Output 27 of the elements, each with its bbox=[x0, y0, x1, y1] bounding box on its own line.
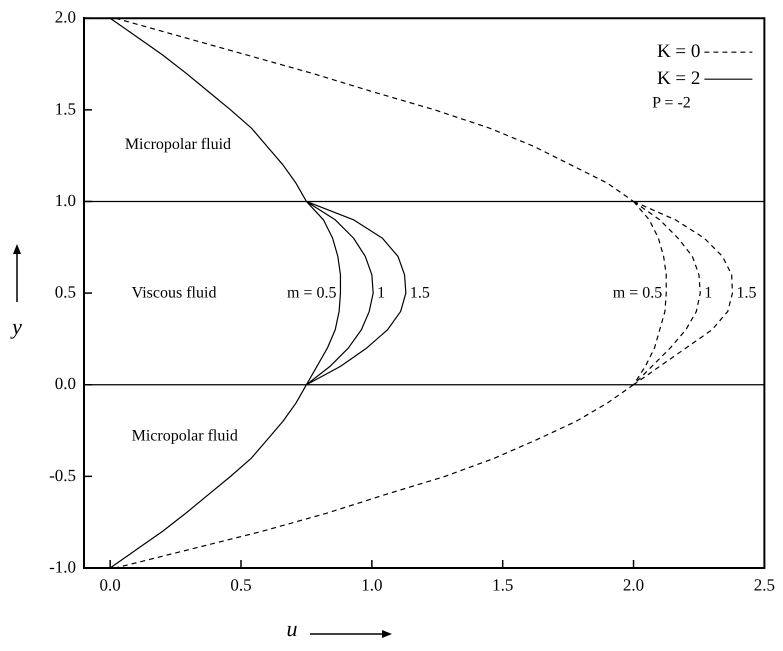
annotation: 1.5 bbox=[736, 284, 756, 302]
x-tick-label: 1.0 bbox=[361, 576, 382, 595]
x-tick-label: 1.5 bbox=[492, 576, 514, 595]
legend-label: K = 0 bbox=[656, 41, 700, 62]
annotation: Micropolar fluid bbox=[132, 427, 238, 444]
x-tick-label: 0.5 bbox=[230, 576, 252, 595]
y-tick-label: 0.0 bbox=[54, 374, 76, 394]
x-tick-label: 0.0 bbox=[100, 576, 121, 595]
y-tick-label: 1.0 bbox=[54, 190, 76, 210]
annotation: 1.5 bbox=[410, 284, 430, 302]
x-tick-label: 2.5 bbox=[754, 576, 775, 595]
annotation: 1 bbox=[704, 284, 712, 302]
y-tick-label: 1.5 bbox=[54, 99, 76, 118]
y-tick-label: -0.5 bbox=[49, 466, 76, 485]
annotation: m = 0.5 bbox=[286, 284, 336, 302]
y-tick-label: 0.5 bbox=[54, 282, 76, 302]
annotation: Viscous fluid bbox=[132, 284, 216, 302]
x-tick-label: 2.0 bbox=[622, 576, 644, 595]
y-axis-title: y bbox=[10, 314, 22, 339]
x-axis-title: u bbox=[286, 616, 298, 641]
annotation: 1 bbox=[377, 284, 386, 302]
annotation: Micropolar fluid bbox=[124, 136, 232, 153]
y-tick-label: 2.0 bbox=[54, 8, 76, 27]
annotation: P = -2 bbox=[652, 94, 691, 112]
y-tick-label: -1.0 bbox=[49, 557, 76, 576]
annotation: m = 0.5 bbox=[612, 284, 662, 302]
legend-label: K = 2 bbox=[656, 68, 700, 90]
